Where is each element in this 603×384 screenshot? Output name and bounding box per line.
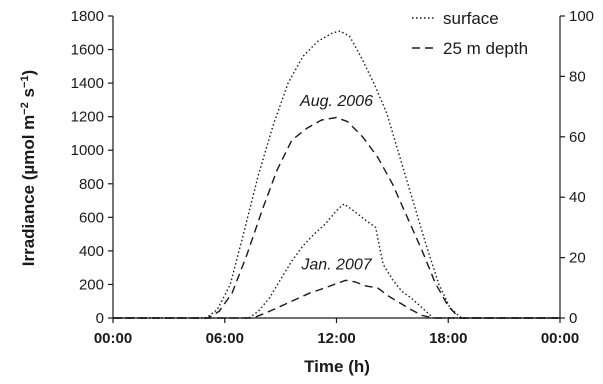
series-line-25-m-depth-jan-2007 (113, 279, 560, 319)
x-tick-label: 12:00 (317, 330, 355, 347)
annotation-aug-2006: Aug. 2006 (299, 93, 373, 110)
right-tick-label: 20 (569, 250, 586, 267)
x-axis-title: Time (h) (304, 357, 370, 376)
series-lines (113, 30, 560, 319)
legend: surface 25 m depth (412, 9, 528, 58)
right-tick-label: 0 (569, 310, 577, 327)
legend-label-25m: 25 m depth (443, 39, 528, 58)
x-tick-label: 00:00 (541, 330, 579, 347)
left-tick-label: 1600 (71, 42, 104, 59)
right-tick-label: 40 (569, 189, 586, 206)
left-tick-label: 1000 (71, 142, 104, 159)
left-tick-label: 1200 (71, 109, 104, 126)
tick-labels: 0 200 400 600 800 1000 1200 1400 1600 1800 0 20 40 60… (71, 8, 594, 347)
y-axis-title-sup1: −2 (19, 102, 31, 115)
left-tick-label: 1400 (71, 75, 104, 92)
y-axis-title-mid: s (19, 88, 38, 102)
annotations: Aug. 2006 Jan. 2007 (299, 93, 373, 274)
y-axis-title-sup2: −1 (19, 75, 31, 88)
annotation-jan-2007: Jan. 2007 (300, 256, 372, 273)
x-tick-label: 18:00 (429, 330, 467, 347)
legend-label-surface: surface (443, 9, 499, 28)
series-line-surface-jan-2007 (113, 203, 560, 319)
x-tick-label: 06:00 (206, 330, 244, 347)
left-tick-label: 400 (79, 243, 104, 260)
x-tick-label: 00:00 (94, 330, 132, 347)
axes (108, 15, 565, 323)
y-axis-title-end: ) (19, 70, 38, 76)
series-line-surface-aug-2006 (113, 30, 560, 319)
series-line-25-m-depth-aug-2006 (113, 116, 560, 319)
left-tick-label: 600 (79, 209, 104, 226)
left-tick-label: 0 (96, 310, 104, 327)
left-tick-label: 200 (79, 276, 104, 293)
left-tick-label: 800 (79, 176, 104, 193)
y-axis-title: Irradiance (µmol m−2 s−1) (19, 70, 38, 266)
right-tick-label: 80 (569, 68, 586, 85)
right-tick-label: 60 (569, 129, 586, 146)
y-axis-title-main: Irradiance (µmol m (19, 115, 38, 267)
left-tick-label: 1800 (71, 8, 104, 25)
right-tick-label: 100 (569, 8, 594, 25)
